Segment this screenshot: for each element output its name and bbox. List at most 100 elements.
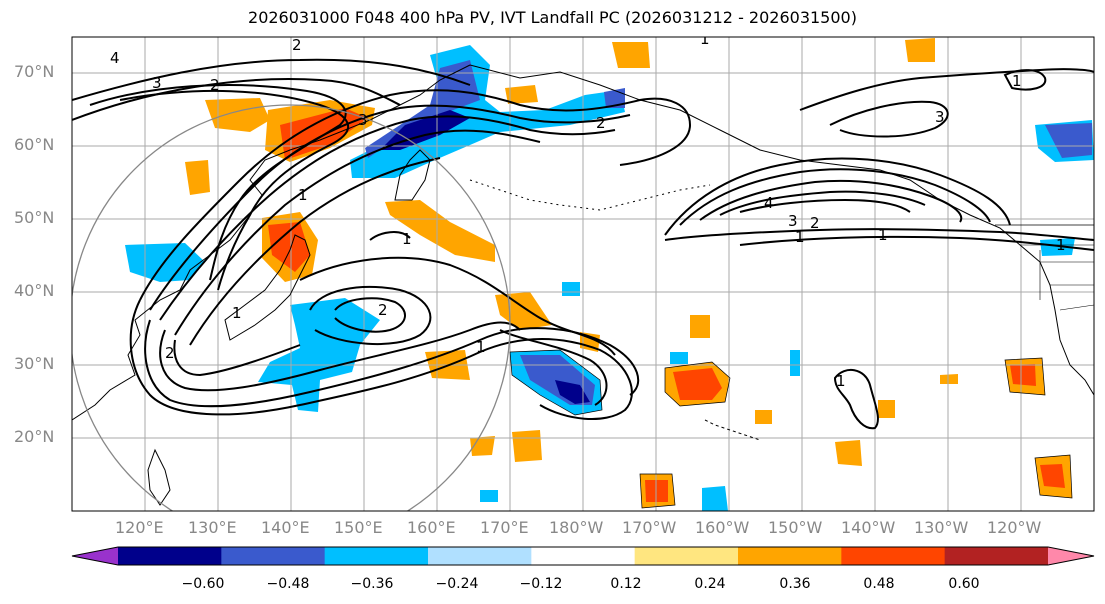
pv-negative-region	[702, 486, 728, 511]
lat-label: 70°N	[14, 62, 55, 81]
contour-label: 3	[152, 74, 162, 92]
colorbar-tick-label: −0.36	[350, 576, 394, 592]
pv-positive-region	[1010, 364, 1036, 386]
ivt-contour-line	[159, 321, 521, 392]
map-title: 2026031000 F048 400 hPa PV, IVT Landfall…	[248, 8, 857, 27]
ivt-contour-line	[679, 168, 991, 226]
coastline-aleutians	[469, 179, 711, 211]
contour-label: 1	[836, 372, 846, 390]
ivt-contours	[72, 58, 1094, 430]
contour-label: 1	[878, 226, 888, 244]
ivt-contour-line	[309, 285, 432, 345]
coastline-kamchatka	[394, 149, 431, 201]
pv-positive-region	[505, 85, 538, 104]
colorbar-cell	[841, 547, 946, 565]
contour-label: 2	[378, 301, 388, 319]
ivt-contour-line	[129, 299, 633, 421]
pv-positive-region	[185, 160, 210, 195]
colorbar-cell	[324, 547, 429, 565]
pv-outline	[1034, 454, 1073, 499]
pv-positive-region	[512, 430, 542, 462]
colorbar-tick-label: −0.12	[519, 576, 563, 592]
ivt-contour-line	[719, 190, 926, 216]
coastline-hawaii	[704, 419, 761, 441]
pv-negative-region	[480, 490, 498, 502]
pv-outline	[664, 361, 731, 407]
ivt-contour-line	[699, 179, 963, 223]
ivt-contour-line	[173, 339, 301, 377]
coastline-japan	[224, 234, 311, 341]
coastline-philippines	[147, 448, 171, 506]
pv-positive-region	[385, 200, 495, 262]
lon-label: 160°W	[695, 518, 750, 537]
pv-negative-region	[365, 60, 480, 158]
ivt-contour-line	[174, 129, 541, 336]
colorbar-cell	[944, 547, 1049, 565]
pv-positive-region	[268, 222, 310, 272]
ivt-contour-line	[739, 198, 911, 213]
lon-label: 120°W	[987, 518, 1042, 537]
colorbar-extend-low	[72, 547, 118, 565]
colorbar-extend-high	[1048, 547, 1094, 565]
lon-label: 130°W	[914, 518, 969, 537]
contour-label: 3	[935, 108, 945, 126]
colorbar-tick-label: −0.60	[181, 576, 225, 592]
pv-outline	[509, 349, 603, 416]
ivt-contour-line	[499, 329, 608, 406]
lon-label: 150°W	[768, 518, 823, 537]
pv-positive-region	[755, 410, 772, 424]
lat-label: 60°N	[14, 135, 55, 154]
pv-negative-region	[555, 380, 590, 404]
ivt-contour-line	[799, 68, 1094, 111]
colorbar-tick-label: 0.60	[948, 576, 980, 592]
lat-label: 30°N	[14, 354, 55, 373]
pv-positive-region	[940, 374, 958, 384]
pv-outline	[639, 473, 676, 509]
lon-label: 120°E	[115, 518, 164, 537]
contour-label: 2	[292, 36, 302, 54]
ivt-contour-line	[739, 235, 1094, 251]
coastline-alaska	[469, 64, 1094, 396]
colorbar-cell	[221, 547, 326, 565]
contour-label: 1	[1056, 236, 1066, 254]
contour-label: 1	[298, 186, 308, 204]
coastlines	[72, 64, 1094, 506]
ivt-contour-line	[829, 100, 949, 138]
colorbar-tick-label: −0.24	[435, 576, 479, 592]
lon-label: 170°E	[480, 518, 529, 537]
colorbar-cell	[531, 547, 636, 565]
colorbar-tick-label: 0.48	[863, 576, 895, 592]
lat-label: 50°N	[14, 208, 55, 227]
pv-positive-region	[690, 315, 710, 338]
pv-positive-region	[205, 98, 270, 132]
contour-label: 4	[110, 49, 120, 67]
pv-positive-region	[673, 368, 722, 400]
ivt-contour-line	[1003, 69, 1047, 91]
pv-negative-region	[604, 88, 625, 108]
ivt-contour-line	[664, 157, 1011, 236]
contour-label: 2	[810, 214, 820, 232]
ivt-contour-line	[149, 104, 631, 311]
lon-label: 170°W	[622, 518, 677, 537]
lon-label: 180°W	[549, 518, 604, 537]
pv-negative-region	[670, 352, 688, 364]
positive-pv-regions	[185, 38, 1072, 508]
pv-positive-region	[905, 38, 935, 62]
pv-negative-region	[1040, 238, 1075, 256]
ivt-contour-line	[159, 115, 616, 321]
lon-label: 130°E	[188, 518, 237, 537]
contour-label: 1	[476, 338, 486, 356]
lon-label: 160°E	[407, 518, 456, 537]
lat-label: 40°N	[14, 281, 55, 300]
contour-label: 2	[165, 344, 175, 362]
contour-label: 4	[764, 194, 774, 212]
colorbar-cell	[428, 547, 532, 565]
colorbar-tick-label: −0.48	[266, 576, 310, 592]
map-frame	[71, 36, 1095, 512]
pv-outline-contours	[509, 349, 1073, 509]
contour-label: 3	[358, 111, 368, 129]
contour-label: 2	[596, 114, 606, 132]
pv-negative-region	[790, 350, 800, 376]
ivt-contour-line	[89, 84, 347, 281]
